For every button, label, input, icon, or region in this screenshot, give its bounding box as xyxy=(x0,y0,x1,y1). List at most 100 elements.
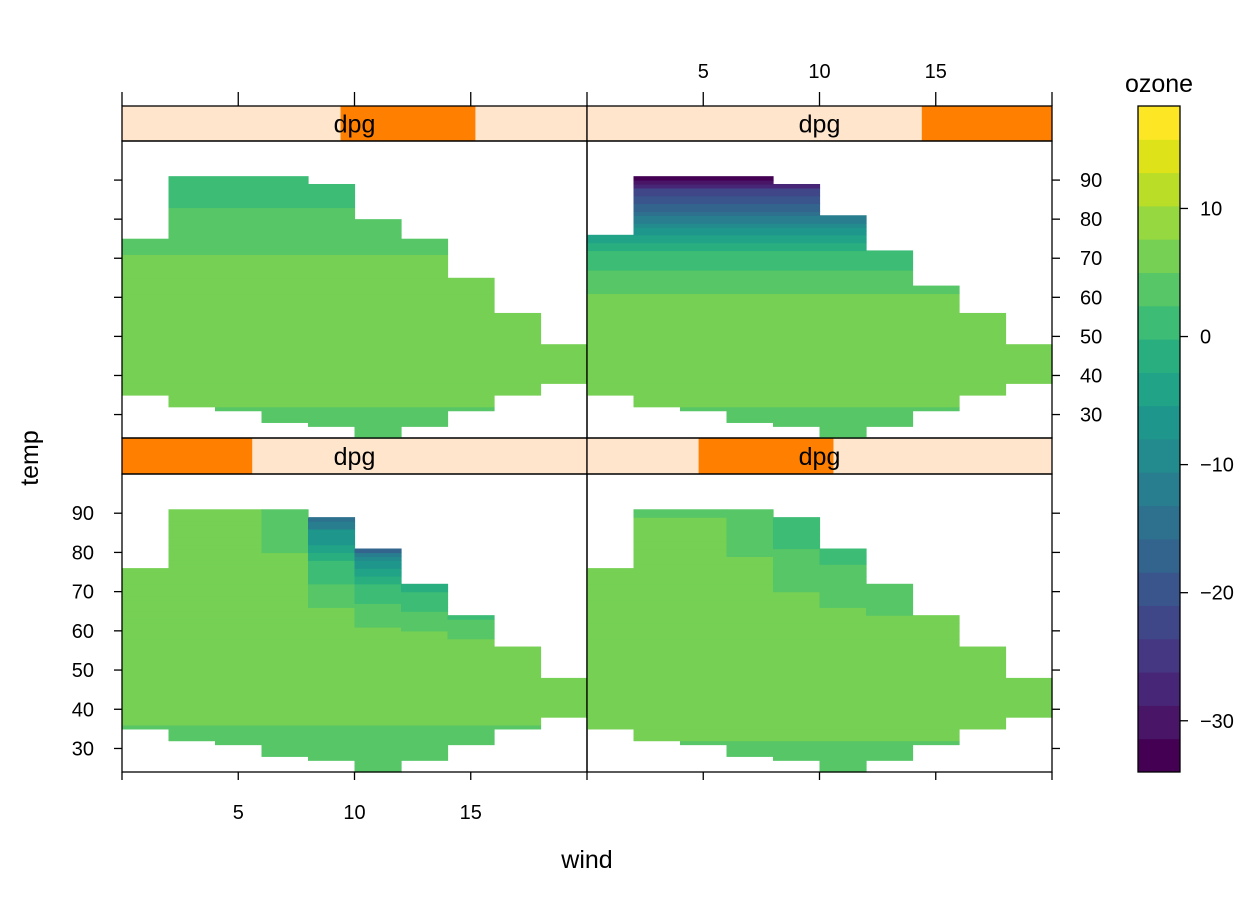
heatmap-cell xyxy=(308,587,356,593)
heatmap-cell xyxy=(308,517,356,522)
legend-color-band xyxy=(1138,672,1180,706)
heatmap-cell xyxy=(354,426,402,439)
heatmap-cells xyxy=(122,509,588,773)
heatmap-cell xyxy=(308,524,356,530)
heatmap-cell xyxy=(168,234,402,240)
heatmap-cell xyxy=(726,564,774,569)
heatmap-cell xyxy=(308,611,356,616)
heatmap-cell xyxy=(122,568,263,573)
heatmap-cell xyxy=(168,207,356,220)
heatmap-cell xyxy=(308,575,356,585)
heatmap-cell xyxy=(773,575,821,585)
heatmap-cell xyxy=(866,599,914,608)
heatmap-cell xyxy=(308,422,449,427)
heatmap-cell xyxy=(587,344,1053,384)
heatmap-cell xyxy=(633,203,821,212)
legend-color-band xyxy=(1138,705,1180,740)
heatmap-cell xyxy=(168,509,263,518)
heatmap-cell xyxy=(633,183,821,189)
heatmap-cell xyxy=(261,568,309,573)
heatmap-cell xyxy=(726,410,914,423)
heatmap-cell xyxy=(633,395,960,408)
heatmap-cell xyxy=(959,646,1007,652)
heatmap-cell xyxy=(261,509,309,518)
heatmap-cell xyxy=(587,316,1007,345)
heatmap-cell xyxy=(354,607,402,612)
heatmap-cell xyxy=(261,599,309,604)
heatmap-cell xyxy=(308,564,356,569)
heatmap-cell xyxy=(122,630,309,640)
heatmap-cell xyxy=(122,587,263,593)
heatmap-cell xyxy=(587,269,914,279)
heatmap-cell xyxy=(587,246,867,252)
heatmap-cell xyxy=(726,575,774,585)
heatmap-cell xyxy=(168,219,402,236)
heatmap-cell xyxy=(773,756,914,761)
heatmap-cell xyxy=(168,536,263,546)
heatmap-cell xyxy=(587,717,1007,730)
legend-title: ozone xyxy=(1125,70,1193,98)
heatmap-cell xyxy=(587,677,1053,718)
heatmap-cell xyxy=(122,724,542,730)
heatmap-cell xyxy=(308,591,356,597)
heatmap-cell xyxy=(261,560,309,565)
heatmap-cell xyxy=(587,254,914,263)
heatmap-cells xyxy=(122,176,588,439)
heatmap-cell xyxy=(773,540,821,550)
heatmap-cell xyxy=(680,740,960,746)
heatmap-cell xyxy=(633,728,960,742)
heatmap-cell xyxy=(122,312,495,318)
heatmap-cell xyxy=(773,564,821,569)
heatmap-cell xyxy=(168,528,263,538)
heatmap-cell xyxy=(633,556,728,565)
heatmap-cell xyxy=(308,544,356,550)
heatmap-cell xyxy=(308,630,449,640)
heatmap-cell xyxy=(354,572,402,577)
heatmap-cell xyxy=(261,410,449,423)
heatmap-cell xyxy=(168,564,263,569)
heatmap-cell xyxy=(401,595,449,601)
heatmap-cell xyxy=(168,395,495,408)
heatmap-cell xyxy=(819,568,867,577)
strip-top-right: dpg xyxy=(586,105,1053,142)
y-tick-label: 80 xyxy=(1080,209,1102,231)
legend-color-band xyxy=(1138,638,1180,673)
heatmap-cell xyxy=(726,591,774,601)
x-tick-label: 5 xyxy=(233,802,244,824)
legend-tick-label: −20 xyxy=(1200,583,1234,605)
legend-tick-label: 0 xyxy=(1200,327,1211,349)
heatmap-cell xyxy=(587,575,728,585)
strip-level-indicator xyxy=(122,438,253,474)
legend-border xyxy=(1137,105,1181,773)
heatmap-cell xyxy=(633,564,728,569)
heatmap-cell xyxy=(587,242,867,248)
strip-top-left: dpg xyxy=(121,105,588,142)
heatmap-cells xyxy=(587,509,1053,773)
heatmap-cell xyxy=(122,717,542,726)
panel-top-left: dpg xyxy=(121,105,588,439)
heatmap-cell xyxy=(354,603,402,608)
heatmap-cell xyxy=(122,603,263,608)
heatmap-cell xyxy=(122,293,495,314)
heatmap-cell xyxy=(587,293,960,306)
y-tick-label: 70 xyxy=(1080,248,1102,270)
panel-top-right: dpg xyxy=(586,105,1053,439)
strip-bottom-right: dpg xyxy=(586,437,1053,475)
heatmap-cell xyxy=(633,219,867,224)
heatmap-cell xyxy=(168,176,309,185)
heatmap-cell xyxy=(215,406,495,412)
strip-label: dpg xyxy=(799,111,841,139)
heatmap-cell xyxy=(401,583,449,589)
heatmap-cell xyxy=(261,528,309,538)
heatmap-cell xyxy=(401,615,449,620)
heatmap-cell xyxy=(354,615,402,620)
heatmap-cell xyxy=(261,517,309,522)
heatmap-cell xyxy=(773,607,867,616)
heatmap-cell xyxy=(308,595,356,601)
heatmap-cell xyxy=(122,619,309,624)
legend-tick-label: −10 xyxy=(1200,455,1234,477)
heatmap-cell xyxy=(633,215,867,220)
heatmap-cell xyxy=(819,426,867,439)
heatmap-cell xyxy=(122,638,495,648)
heatmap-cell xyxy=(866,583,914,593)
